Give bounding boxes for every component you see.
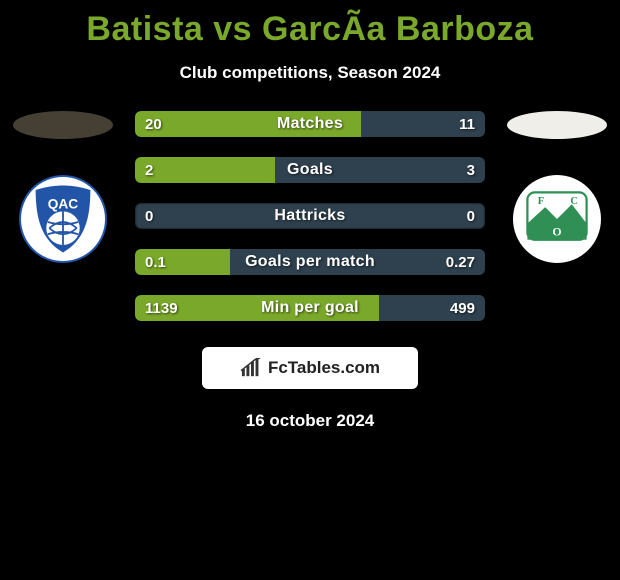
qac-shield-icon: QAC <box>25 181 101 257</box>
bar-value-right: 499 <box>450 300 475 317</box>
bar-label: Min per goal <box>261 299 359 317</box>
comparison-row: QAC 20 11 Matches 2 3 Goals 0 0 Hattricks 0.1 0.27… <box>0 111 620 321</box>
right-player-col: F C O <box>502 111 612 263</box>
svg-text:QAC: QAC <box>48 196 79 211</box>
bar-value-right: 11 <box>459 116 475 133</box>
svg-text:C: C <box>570 196 577 207</box>
bar-value-left: 20 <box>145 116 162 133</box>
club-right-badge: F C O <box>513 175 601 263</box>
club-left-badge: QAC <box>19 175 107 263</box>
brand-text: FcTables.com <box>268 358 380 378</box>
bar-value-left: 0.1 <box>145 254 166 271</box>
bar-label: Goals per match <box>245 253 375 271</box>
stat-bars: 20 11 Matches 2 3 Goals 0 0 Hattricks 0.1 0.27 Goal… <box>135 111 485 321</box>
stat-bar: 1139 499 Min per goal <box>135 295 485 321</box>
bar-label: Goals <box>287 161 333 179</box>
player-left-ellipse <box>13 111 113 139</box>
subtitle: Club competitions, Season 2024 <box>0 63 620 83</box>
bar-value-left: 2 <box>145 162 153 179</box>
bar-value-right: 0 <box>467 208 475 225</box>
bar-label: Hattricks <box>274 207 345 225</box>
page-title: Batista vs GarcÃ­a Barboza <box>0 0 620 49</box>
svg-text:O: O <box>552 224 561 238</box>
svg-text:F: F <box>538 196 544 207</box>
bar-value-left: 0 <box>145 208 153 225</box>
bar-value-left: 1139 <box>145 300 178 317</box>
player-right-ellipse <box>507 111 607 139</box>
stat-bar: 0 0 Hattricks <box>135 203 485 229</box>
bar-value-right: 3 <box>467 162 475 179</box>
date-line: 16 october 2024 <box>0 411 620 431</box>
stat-bar: 2 3 Goals <box>135 157 485 183</box>
left-player-col: QAC <box>8 111 118 263</box>
bar-label: Matches <box>277 115 343 133</box>
bar-chart-icon <box>240 358 262 378</box>
brand-box: FcTables.com <box>202 347 418 389</box>
title-text: Batista vs GarcÃ­a Barboza <box>86 10 533 48</box>
bar-fill-left <box>135 157 275 183</box>
bar-value-right: 0.27 <box>446 254 475 271</box>
stat-bar: 20 11 Matches <box>135 111 485 137</box>
stat-bar: 0.1 0.27 Goals per match <box>135 249 485 275</box>
fco-shield-icon: F C O <box>520 182 594 256</box>
